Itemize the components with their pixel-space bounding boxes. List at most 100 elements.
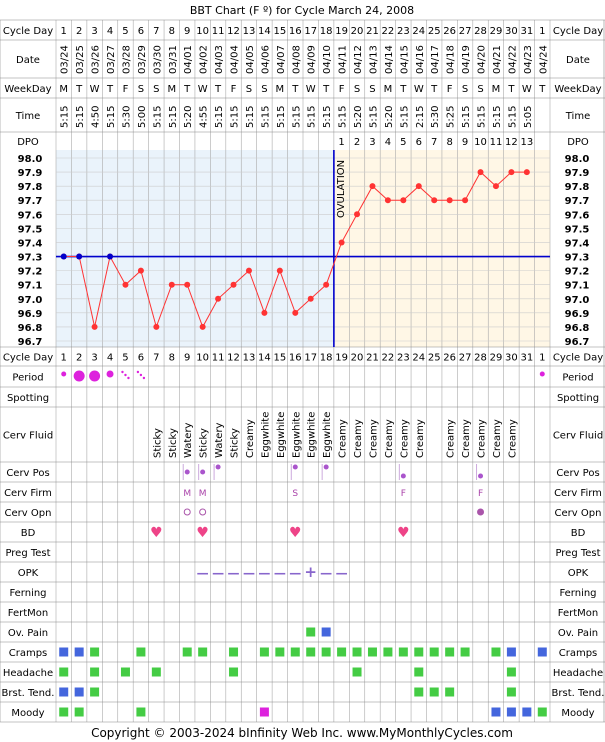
cerv-fluid-cell: Creamy <box>415 419 426 458</box>
temperature-point <box>354 211 361 218</box>
cramps-mark <box>198 647 208 657</box>
cycle-day-cell: 23 <box>397 26 410 37</box>
temperature-point <box>369 183 376 190</box>
moody-mark <box>136 707 146 717</box>
cerv-firm-cell: F <box>401 489 406 499</box>
moody-mark <box>74 707 84 717</box>
temperature-point <box>184 281 191 288</box>
cycle-day-cell: 26 <box>443 353 456 364</box>
cycle-day-cell: 28 <box>474 26 487 37</box>
time-cell: 5:20 <box>353 106 364 128</box>
time-cell: 5:15 <box>399 106 410 128</box>
row-label-fertmon: FertMon <box>8 608 48 619</box>
cerv-firm-cell: M <box>183 489 191 499</box>
y-tick-left: 97.4 <box>18 238 43 249</box>
row-label-cerv_opn: Cerv Opn <box>5 508 52 519</box>
cycle-day-cell: 1 <box>61 26 67 37</box>
weekday-cell: W <box>306 84 316 95</box>
cycle-day-cell: 13 <box>243 26 256 37</box>
time-cell: 5:25 <box>446 106 457 128</box>
cramps-mark <box>275 647 285 657</box>
cycle-day-cell: 20 <box>351 26 364 37</box>
cycle-day-cell: 15 <box>273 26 286 37</box>
weekday-cell: T <box>507 84 515 95</box>
temperature-point <box>153 323 160 330</box>
cycle-day-cell: 29 <box>490 26 503 37</box>
row-label-right-cycle_day: Cycle Day <box>553 26 603 37</box>
temperature-point <box>477 169 484 176</box>
row-bg-bd <box>0 522 605 542</box>
date-cell: 04/04 <box>230 45 241 74</box>
cycle-day-cell: 9 <box>184 353 190 364</box>
date-cell: 03/26 <box>91 45 102 74</box>
cycle-day-cell: 4 <box>107 26 113 37</box>
row-label-spotting: Spotting <box>7 393 49 404</box>
date-cell: 04/02 <box>199 45 210 74</box>
row-label-weekday: WeekDay <box>4 84 51 95</box>
cycle-day-cell: 28 <box>474 353 487 364</box>
row-bg-cerv_pos <box>0 462 605 482</box>
y-tick-right: 97.5 <box>565 224 590 235</box>
dpo-cell: 6 <box>416 137 422 148</box>
dpo-cell: 5 <box>400 137 406 148</box>
weekday-cell: W <box>198 84 208 95</box>
headache-mark <box>506 667 516 677</box>
y-tick-right: 97.9 <box>565 168 590 179</box>
cycle-day-cell: 10 <box>196 26 209 37</box>
weekday-cell: W <box>522 84 532 95</box>
date-cell: 04/12 <box>353 45 364 74</box>
temperature-point-marker <box>76 253 83 260</box>
dpo-cell: 12 <box>505 137 518 148</box>
cycle-day-cell: 5 <box>122 26 128 37</box>
y-tick-left: 96.8 <box>18 323 43 334</box>
cycle-day-cell: 24 <box>412 353 425 364</box>
cramps-mark <box>460 647 470 657</box>
cramps-mark <box>367 647 377 657</box>
row-label-right-ov_pain: Ov. Pain <box>558 628 598 639</box>
cerv-fluid-cell: Creamy <box>245 419 256 458</box>
cycle-day-cell: 6 <box>138 26 144 37</box>
weekday-cell: M <box>384 84 393 95</box>
opk-mark: — <box>274 566 286 580</box>
y-tick-left: 97.6 <box>18 210 43 221</box>
weekday-cell: S <box>153 84 159 95</box>
temperature-point <box>400 197 407 204</box>
temperature-point <box>137 267 144 274</box>
cycle-day-cell: 25 <box>428 353 441 364</box>
time-cell: 5:15 <box>260 106 271 128</box>
row-bg-opk <box>0 562 605 582</box>
weekday-cell: F <box>339 84 345 95</box>
row-bg-headache <box>0 662 605 682</box>
opk-mark: — <box>243 566 255 580</box>
cerv-pos-mark <box>292 464 298 470</box>
cerv-fluid-cell: Creamy <box>446 419 457 458</box>
row-bg-fertmon <box>0 602 605 622</box>
row-label-dpo: DPO <box>17 137 39 148</box>
cycle-day-cell: 22 <box>382 26 395 37</box>
time-cell: 5:20 <box>183 106 194 128</box>
temperature-point <box>338 239 345 246</box>
dpo-cell: 2 <box>354 137 360 148</box>
brst-tend-mark <box>59 687 69 697</box>
y-tick-left: 97.1 <box>18 281 43 292</box>
opk-mark: — <box>212 566 224 580</box>
y-tick-left: 97.0 <box>18 295 43 306</box>
row-label-opk: OPK <box>18 568 39 579</box>
cramps-mark <box>491 647 501 657</box>
cramps-mark <box>182 647 192 657</box>
cycle-day-cell: 30 <box>505 26 518 37</box>
cramps-mark <box>398 647 408 657</box>
date-cell: 03/25 <box>75 45 86 74</box>
brst-tend-mark <box>445 687 455 697</box>
row-label-cramps: Cramps <box>9 648 48 659</box>
cerv-fluid-cell: Creamy <box>507 419 518 458</box>
dpo-cell: 1 <box>338 137 344 148</box>
y-tick-left: 97.3 <box>18 253 43 264</box>
cramps-mark <box>414 647 424 657</box>
cycle-day-cell: 1 <box>539 353 545 364</box>
weekday-cell: T <box>214 84 222 95</box>
date-cell: 04/09 <box>307 45 318 74</box>
row-label-cycle_day: Cycle Day <box>3 353 53 364</box>
y-tick-right: 97.4 <box>565 238 590 249</box>
time-cell: 5:15 <box>276 106 287 128</box>
